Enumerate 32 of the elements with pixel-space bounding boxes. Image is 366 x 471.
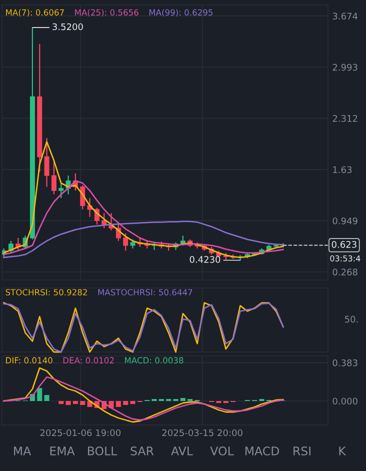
text: DEA: 0.0102 <box>63 357 114 364</box>
text: BOLL <box>88 446 118 456</box>
text: K <box>339 446 346 456</box>
text: MASTOCHRSI: 50.6447 <box>98 289 192 296</box>
x-tick-label: 2025-03-15 20:00 <box>162 429 242 436</box>
y-tick-label: 0.000 <box>332 398 358 405</box>
text: VOL <box>210 446 234 456</box>
annotation: 0.4230 <box>190 256 220 263</box>
text: RSI <box>294 446 310 456</box>
text: MA(7): 0.6067 <box>6 9 64 17</box>
y-tick-label: 0.949 <box>332 217 358 224</box>
y-tick-label: 3.674 <box>332 12 358 20</box>
text: MA <box>14 446 32 456</box>
y-tick-label: 0.383 <box>332 359 358 366</box>
text: EMA <box>50 446 75 456</box>
series-label: DIF: 0.0140 <box>6 357 52 364</box>
text: AVL <box>171 446 193 456</box>
y-tick-label: 1.63 <box>333 166 352 174</box>
series-label: STOCHRSI: 50.9282 <box>6 289 87 296</box>
ref-line-label: 0.623 <box>332 241 356 248</box>
text: SAR <box>130 446 154 456</box>
annotation: 3.5200 <box>52 23 83 30</box>
y-tick-label: 2.312 <box>332 115 358 122</box>
y-tick-label: 0.268 <box>332 268 358 276</box>
text: MA(25): 0.5656 <box>75 9 138 17</box>
text: 50. <box>344 316 358 323</box>
x-tick-label: 2025-01-06 19:00 <box>40 429 121 436</box>
y-tick-label: 2.993 <box>332 64 358 71</box>
text: 03:53:4 <box>330 255 360 262</box>
text: MACD: 0.0038 <box>125 357 184 364</box>
text: MACD <box>245 446 279 456</box>
text: MA(99): 0.6295 <box>149 9 213 17</box>
